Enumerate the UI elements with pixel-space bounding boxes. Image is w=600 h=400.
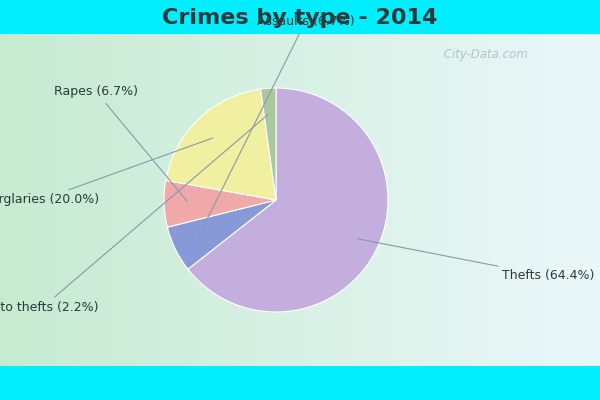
Text: City-Data.com: City-Data.com: [440, 48, 528, 61]
Text: Auto thefts (2.2%): Auto thefts (2.2%): [0, 115, 268, 314]
Text: Burglaries (20.0%): Burglaries (20.0%): [0, 138, 213, 206]
Wedge shape: [167, 200, 276, 269]
Wedge shape: [166, 89, 276, 200]
Text: Rapes (6.7%): Rapes (6.7%): [55, 86, 187, 201]
Wedge shape: [260, 88, 276, 200]
Wedge shape: [164, 180, 276, 227]
Text: Thefts (64.4%): Thefts (64.4%): [358, 239, 595, 282]
Text: Assaults (6.7%): Assaults (6.7%): [199, 15, 355, 236]
Text: Crimes by type - 2014: Crimes by type - 2014: [163, 8, 437, 28]
Wedge shape: [188, 88, 388, 312]
